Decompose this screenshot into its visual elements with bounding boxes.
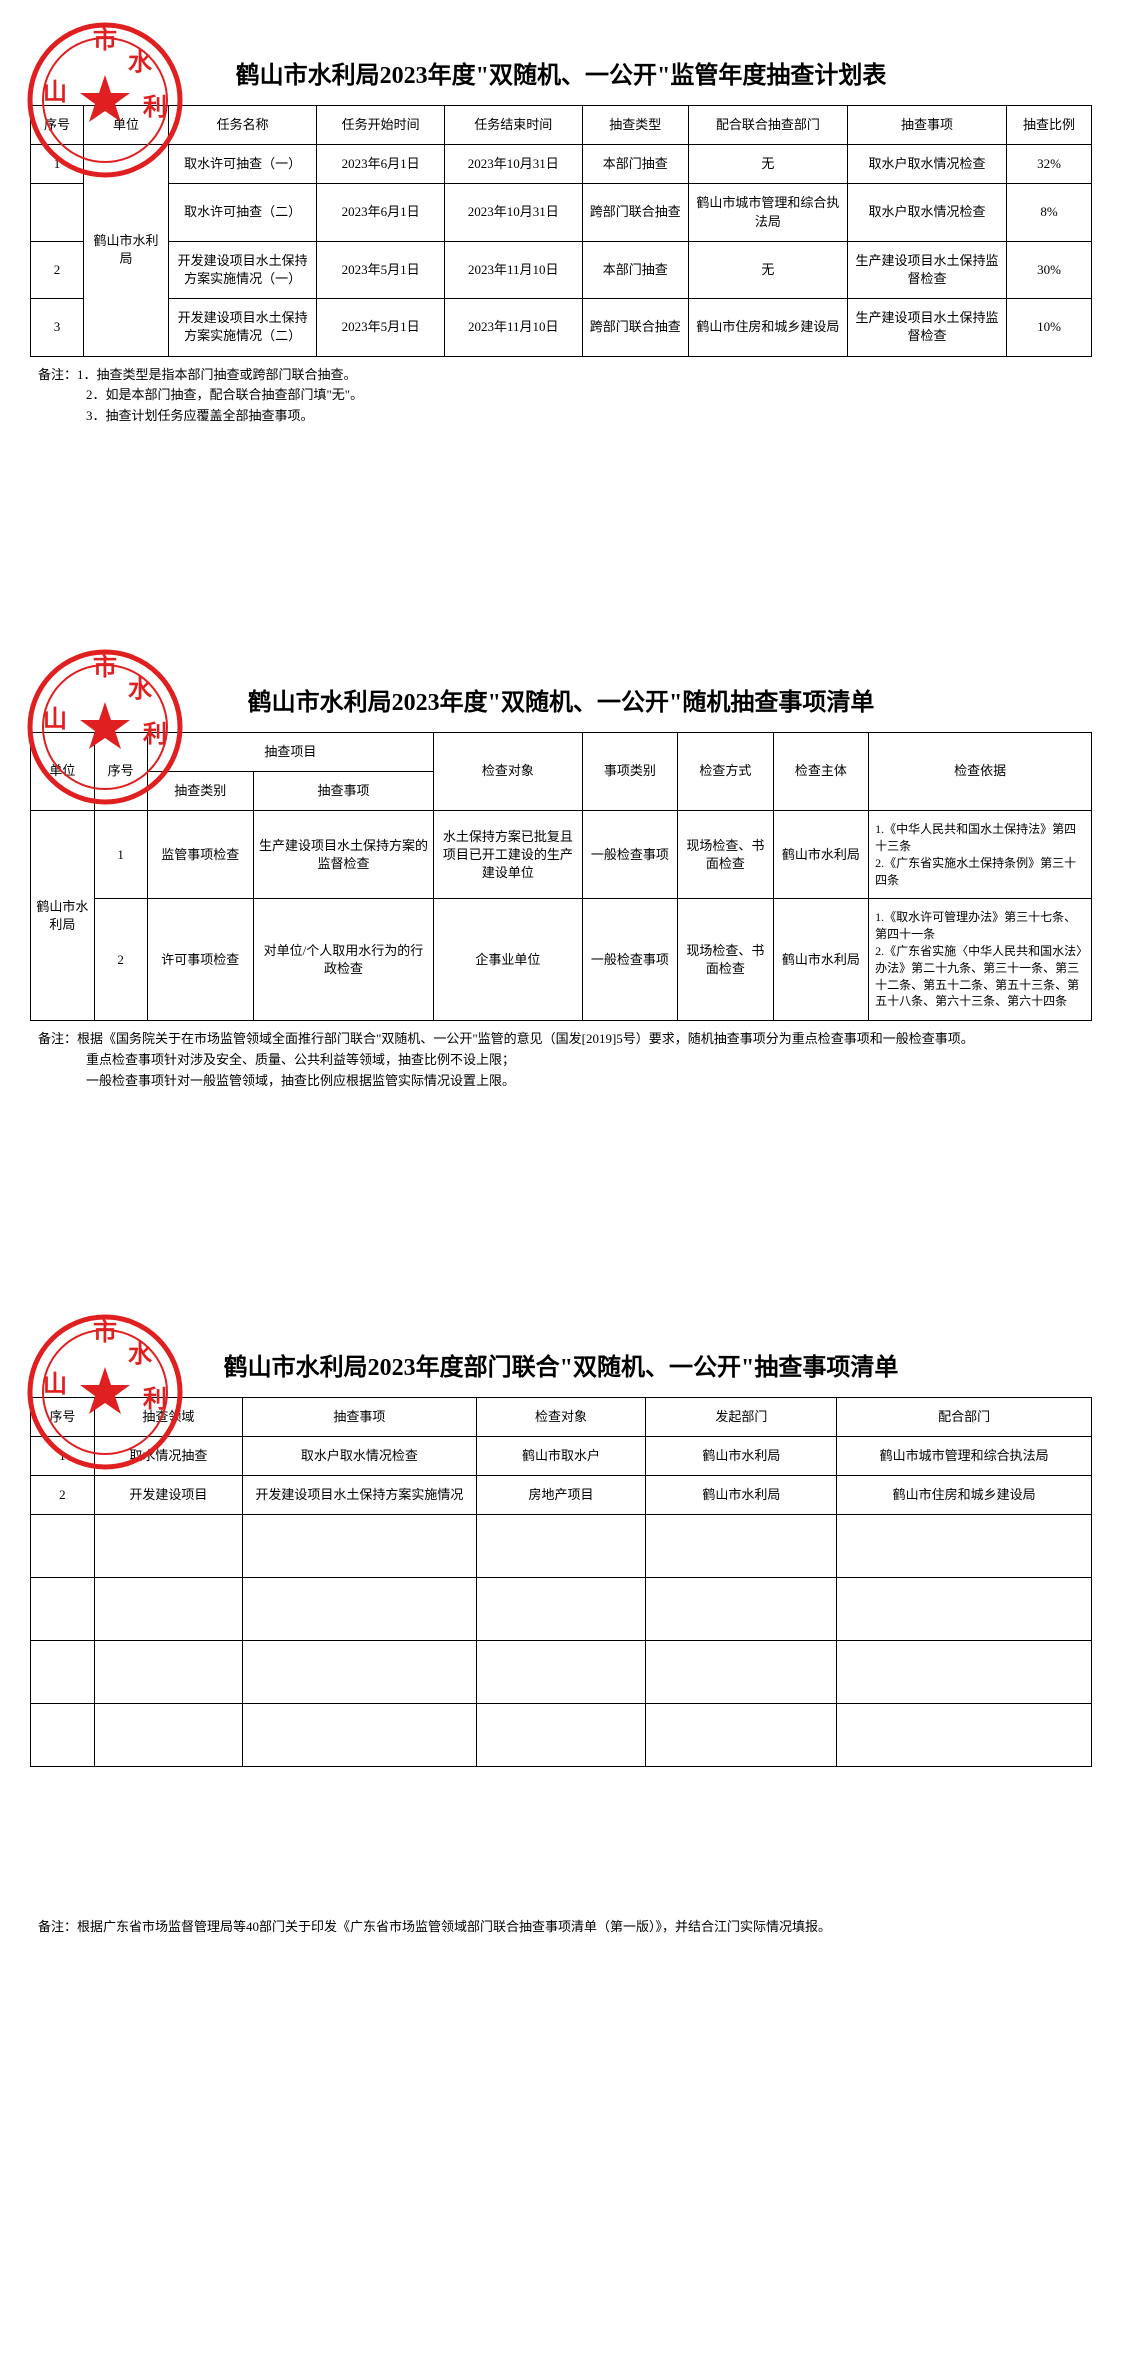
page-1: 市 山 水 利 鹤山市水利局2023年度"双随机、一公开"监管年度抽查计划表 序… <box>0 0 1122 627</box>
table-row <box>31 1578 1092 1641</box>
table-row: 取水许可抽查（二）2023年6月1日2023年10月31日跨部门联合抽查鹤山市城… <box>31 184 1092 241</box>
page3-notes: 备注：根据广东省市场监督管理局等40部门关于印发《广东省市场监管领域部门联合抽查… <box>30 1917 1092 1938</box>
svg-text:市: 市 <box>93 26 117 54</box>
table-row: 1鹤山市水利局取水许可抽查（一）2023年6月1日2023年10月31日本部门抽… <box>31 145 1092 184</box>
svg-text:市: 市 <box>93 653 117 681</box>
plan-table: 序号单位任务名称任务开始时间任务结束时间抽查类型配合联合抽查部门抽查事项抽查比例… <box>30 105 1092 357</box>
page1-notes: 备注：1．抽查类型是指本部门抽查或跨部门联合抽查。 2．如是本部门抽查，配合联合… <box>30 365 1092 427</box>
table-row: 2许可事项检查对单位/个人取用水行为的行政检查企事业单位一般检查事项现场检查、书… <box>31 899 1092 1021</box>
page3-title: 鹤山市水利局2023年度部门联合"双随机、一公开"抽查事项清单 <box>30 1347 1092 1382</box>
item-list-table: 单位 序号 抽查项目 检查对象 事项类别 检查方式 检查主体 检查依据 抽查类别… <box>30 732 1092 1021</box>
table-row: 2开发建设项目开发建设项目水土保持方案实施情况房地产项目鹤山市水利局鹤山市住房和… <box>31 1476 1092 1515</box>
table-row: 3开发建设项目水土保持方案实施情况（二）2023年5月1日2023年11月10日… <box>31 299 1092 356</box>
table-row: 鹤山市水利局1监管事项检查生产建设项目水土保持方案的监督检查水土保持方案已批复且… <box>31 811 1092 899</box>
page2-notes: 备注：根据《国务院关于在市场监管领域全面推行部门联合"双随机、一公开"监管的意见… <box>30 1029 1092 1091</box>
page-2: 市 山 水 利 鹤山市水利局2023年度"双随机、一公开"随机抽查事项清单 单位… <box>0 627 1122 1292</box>
page2-title: 鹤山市水利局2023年度"双随机、一公开"随机抽查事项清单 <box>30 682 1092 717</box>
table-row <box>31 1515 1092 1578</box>
table-row <box>31 1704 1092 1767</box>
table-row: 2开发建设项目水土保持方案实施情况（一）2023年5月1日2023年11月10日… <box>31 241 1092 298</box>
page1-title: 鹤山市水利局2023年度"双随机、一公开"监管年度抽查计划表 <box>30 55 1092 90</box>
table-row: 1取水情况抽查取水户取水情况检查鹤山市取水户鹤山市水利局鹤山市城市管理和综合执法… <box>31 1436 1092 1475</box>
table-row <box>31 1641 1092 1704</box>
svg-text:市: 市 <box>93 1318 117 1346</box>
page-3: 市 山 水 利 鹤山市水利局2023年度部门联合"双随机、一公开"抽查事项清单 … <box>0 1292 1122 2138</box>
joint-item-table: 序号抽查领域抽查事项检查对象发起部门配合部门 1取水情况抽查取水户取水情况检查鹤… <box>30 1397 1092 1768</box>
